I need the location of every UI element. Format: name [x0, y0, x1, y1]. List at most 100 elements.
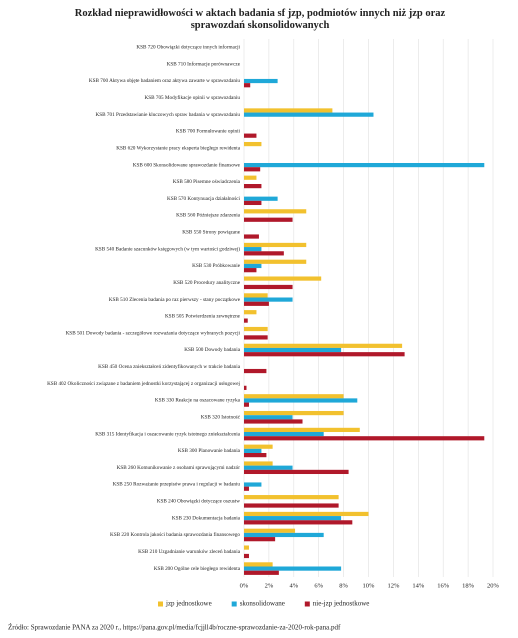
bar: [244, 482, 262, 487]
y-tick-label: KSB 200 Ogólne cele biegłego rewidenta: [154, 566, 241, 572]
y-tick-label: KSB 701 Przedstawianie kluczowych spraw …: [96, 112, 241, 118]
bar: [244, 385, 247, 390]
y-tick-label: KSB 620 Wykorzystanie pracy eksperta bie…: [116, 145, 240, 151]
y-tick-label: KSB 501 Dowody badania - szczegółowe roz…: [66, 330, 241, 336]
bar: [244, 532, 324, 538]
bar: [244, 469, 349, 475]
bar: [244, 427, 360, 432]
x-tick-label: 14%: [412, 582, 425, 589]
y-tick-label: KSB 320 Istotność: [201, 414, 241, 420]
y-tick-label: KSB 600 Skonsolidowane sprawozdanie fina…: [133, 161, 241, 168]
bar: [244, 343, 403, 348]
bar: [244, 436, 485, 441]
bar: [244, 335, 268, 340]
bar: [244, 83, 251, 88]
bar: [244, 251, 284, 256]
bar: [244, 461, 273, 466]
bar: [244, 297, 293, 302]
bar: [244, 234, 259, 239]
bar: [244, 419, 303, 424]
bar: [244, 276, 322, 281]
bar: [244, 268, 257, 273]
y-tick-label: KSB 700 Aktywa objęte badaniem oraz akty…: [89, 78, 241, 84]
y-tick-label: KSB 705 Modyfikacje opinii w sprawozdani…: [144, 94, 240, 101]
bar: [244, 486, 249, 491]
x-tick-label: 20%: [487, 582, 500, 589]
y-tick-label: KSB 210 Uzgadnianie warunków zleceń bada…: [138, 549, 241, 555]
x-tick-label: 12%: [387, 582, 400, 589]
y-tick-label: KSB 560 Późniejsze zdarzenia: [176, 213, 241, 219]
chart-title: Rozkład nieprawidłowości w aktach badani…: [74, 8, 446, 31]
y-tick-label: KSB 570 Kontynuacja działalności: [167, 196, 241, 202]
bar: [244, 347, 342, 353]
y-tick-label: KSB 580 Pisemne oświadczenia: [173, 179, 241, 185]
y-tick-label: KSB 260 Komunikowanie z osobami sprawują…: [117, 465, 241, 471]
bar: [244, 184, 262, 189]
bar: [244, 284, 293, 290]
y-tick-label: KSB 720 Obowiązki dotyczące innych infor…: [136, 44, 240, 51]
y-tick-label: KSB 300 Planowanie badania: [178, 448, 241, 454]
legend-swatch: [158, 601, 163, 607]
y-tick-label: KSB 540 Badanie szacunków księgowych (w …: [95, 245, 240, 252]
y-tick-label: KSB 450 Ocena zniekształceń zidentyfikow…: [98, 363, 241, 370]
bar: [244, 511, 369, 517]
bar: [244, 112, 374, 117]
bar: [244, 444, 273, 449]
bar: [244, 553, 249, 559]
y-tick-label: KSB 330 Reakcje na oszacowane ryzyka: [155, 398, 241, 404]
y-tick-label: KSB 520 Procedury analityczne: [173, 280, 240, 286]
bar: [244, 247, 262, 252]
y-tick-label: KSB 500 Dowody badania: [184, 347, 240, 353]
y-tick-label: KSB 220 Kontrola jakości badania sprawoz…: [110, 531, 240, 538]
bar: [244, 196, 278, 201]
bar: [244, 528, 296, 533]
legend-label: skonsolidowane: [240, 600, 285, 608]
bar: [244, 431, 324, 437]
x-tick-label: 2%: [265, 582, 274, 589]
bar: [244, 570, 279, 575]
x-tick-label: 18%: [462, 582, 475, 589]
x-tick-label: 6%: [314, 582, 323, 589]
bar: [244, 242, 307, 248]
bar: [244, 310, 257, 315]
y-tick-label: KSB 230 Dokumentacja badania: [172, 515, 241, 521]
y-tick-label: KSB 505 Potwierdzenia zewnętrzne: [165, 314, 241, 320]
bar: [244, 352, 405, 357]
bar: [244, 326, 268, 332]
bar: [244, 465, 293, 470]
bar: [244, 167, 261, 172]
bar: [244, 263, 262, 269]
bar: [244, 566, 342, 571]
bar: [244, 537, 276, 542]
bar: [244, 495, 339, 500]
y-tick-label: KSB 510 Zlecenia badania po raz pierwszy…: [109, 297, 241, 303]
bar: [244, 398, 358, 403]
bar: [244, 394, 344, 399]
x-tick-label: 8%: [339, 582, 348, 589]
legend-swatch: [231, 601, 237, 607]
x-tick-label: 0%: [240, 582, 249, 589]
bar: [244, 209, 307, 214]
x-tick-label: 4%: [289, 582, 298, 589]
bar: [244, 301, 269, 306]
bar: [244, 162, 485, 168]
y-tick-label: KSB 710 Informacje porównawcze: [167, 60, 241, 67]
bar: [244, 448, 262, 454]
legend-label: nie-jzp jednostkowe: [313, 600, 370, 608]
x-tick-label: 10%: [363, 582, 376, 589]
bar: [244, 200, 262, 206]
y-tick-label: KSB 550 Strony powiązane: [182, 230, 240, 236]
bar: [244, 503, 339, 508]
bar: [244, 368, 267, 374]
x-tick-label: 16%: [437, 582, 450, 589]
y-tick-label: KSB 530 Próbkowanie: [192, 263, 241, 269]
bar: [244, 545, 249, 550]
bar: [244, 141, 262, 147]
y-tick-label: KSB 315 Identyfikacja i oszacowanie ryzy…: [95, 430, 240, 437]
bar: [244, 175, 257, 180]
bar: [244, 108, 333, 113]
legend-label: jzp jednostkowe: [165, 600, 212, 608]
bar: [244, 520, 353, 525]
